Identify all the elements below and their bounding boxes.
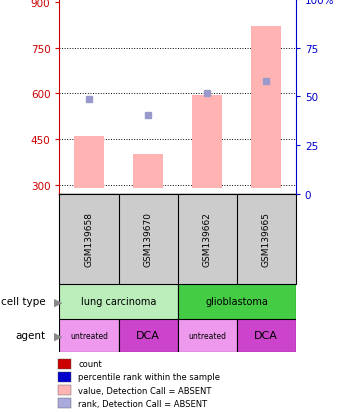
Bar xyxy=(192,95,222,188)
Text: glioblastoma: glioblastoma xyxy=(205,297,268,306)
Text: ▶: ▶ xyxy=(54,330,62,340)
Bar xyxy=(237,319,296,352)
Text: GSM139658: GSM139658 xyxy=(85,212,94,267)
Text: agent: agent xyxy=(16,330,46,340)
Text: untreated: untreated xyxy=(70,331,108,340)
Bar xyxy=(177,319,237,352)
Text: cell type: cell type xyxy=(1,297,46,306)
Bar xyxy=(177,284,296,319)
Bar xyxy=(59,284,177,319)
Bar xyxy=(74,137,104,188)
Bar xyxy=(59,319,119,352)
Text: DCA: DCA xyxy=(136,330,160,340)
Text: DCA: DCA xyxy=(254,330,278,340)
Text: percentile rank within the sample: percentile rank within the sample xyxy=(78,373,220,382)
Text: count: count xyxy=(78,359,102,368)
Bar xyxy=(58,359,71,369)
Text: lung carcinoma: lung carcinoma xyxy=(81,297,156,306)
Text: ▶: ▶ xyxy=(54,297,62,306)
Bar xyxy=(58,372,71,382)
Bar xyxy=(119,319,177,352)
Text: GSM139670: GSM139670 xyxy=(143,212,153,267)
Text: value, Detection Call = ABSENT: value, Detection Call = ABSENT xyxy=(78,386,211,395)
Text: GSM139662: GSM139662 xyxy=(203,212,212,266)
Bar xyxy=(252,27,281,188)
Bar xyxy=(58,385,71,395)
Text: GSM139665: GSM139665 xyxy=(262,212,271,267)
Bar xyxy=(133,155,163,188)
Text: untreated: untreated xyxy=(188,331,226,340)
Text: rank, Detection Call = ABSENT: rank, Detection Call = ABSENT xyxy=(78,399,207,408)
Bar xyxy=(58,399,71,408)
